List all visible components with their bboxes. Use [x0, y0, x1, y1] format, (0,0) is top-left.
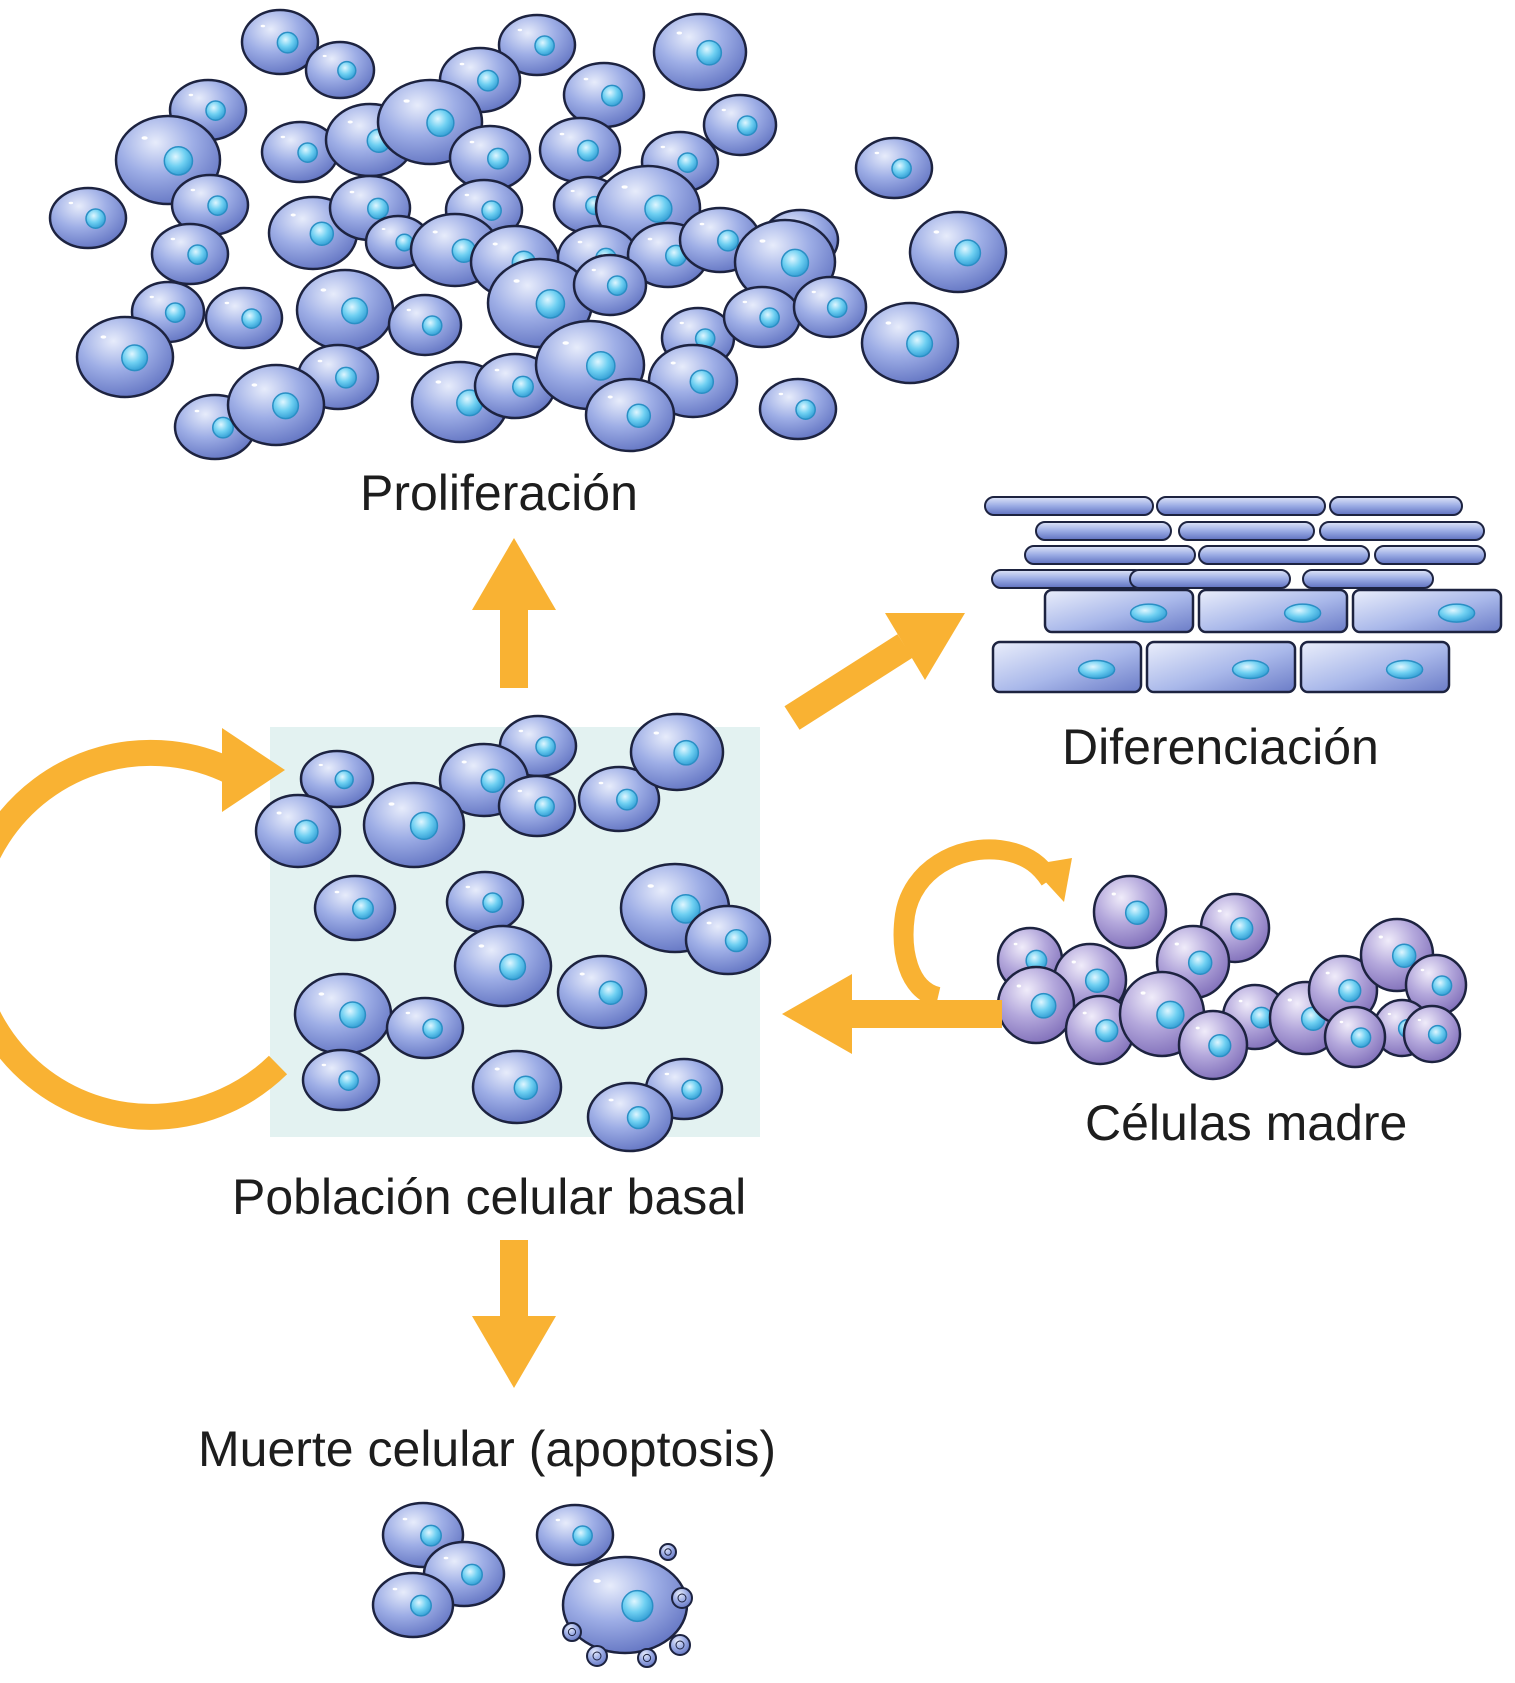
- proliferating-cell: [562, 61, 646, 129]
- proliferating-cell: [584, 377, 676, 453]
- arrow-to-cell-death: [472, 1240, 556, 1388]
- stem-cell: [1064, 994, 1136, 1066]
- proliferating-cell: [387, 293, 463, 357]
- proliferating-cell: [295, 268, 395, 352]
- proliferating-cell: [792, 275, 868, 339]
- stem-cell: [1402, 1004, 1462, 1064]
- basal-cell: [684, 904, 772, 976]
- proliferating-cell: [448, 124, 532, 192]
- basal-cell: [293, 972, 393, 1056]
- flat-differentiated-cell: [1198, 545, 1370, 565]
- basal-cell: [362, 781, 466, 869]
- proliferating-cell: [758, 377, 838, 441]
- proliferating-cell: [226, 363, 326, 447]
- proliferating-cell: [304, 40, 376, 100]
- proliferating-cell: [572, 253, 648, 317]
- basal-cell: [301, 1048, 381, 1112]
- basal-cell: [577, 765, 661, 833]
- brick-differentiated-cell: [1351, 588, 1503, 634]
- dying-cell: [371, 1571, 455, 1639]
- basal-cell: [445, 870, 525, 934]
- label-proliferation: Proliferación: [360, 465, 638, 521]
- arrow-from-stem-cells: [782, 974, 1002, 1054]
- proliferating-cell: [150, 222, 230, 286]
- apoptotic-body: [562, 1622, 582, 1642]
- basal-cells-cluster: [254, 712, 772, 1153]
- proliferating-cell: [652, 12, 748, 92]
- flat-differentiated-cell: [1035, 521, 1172, 541]
- label-differentiation: Diferenciación: [1062, 719, 1379, 775]
- proliferating-cell: [260, 120, 340, 184]
- differentiated-cells-layers: [984, 496, 1503, 694]
- apoptotic-body: [637, 1648, 657, 1668]
- proliferating-cell: [240, 8, 320, 76]
- basal-cell: [586, 1081, 674, 1153]
- basal-cell: [629, 712, 725, 792]
- apoptotic-body: [659, 1543, 677, 1561]
- brick-differentiated-cell: [991, 640, 1143, 694]
- label-basal-population: Población celular basal: [232, 1169, 747, 1225]
- arrow-to-differentiation: [784, 613, 965, 730]
- proliferating-cell: [497, 13, 577, 77]
- flat-differentiated-cell: [1374, 545, 1486, 565]
- basal-cell: [471, 1049, 563, 1125]
- basal-cell: [313, 874, 397, 942]
- label-cell-death: Muerte celular (apoptosis): [198, 1421, 777, 1477]
- label-stem-cells: Células madre: [1085, 1095, 1408, 1151]
- flat-differentiated-cell: [1156, 496, 1326, 516]
- self-renewal-loop-arrow: [0, 728, 288, 1130]
- proliferating-cell: [538, 116, 622, 184]
- apoptotic-cells-group: [371, 1501, 693, 1668]
- flat-differentiated-cell: [1329, 496, 1463, 516]
- apoptotic-body: [586, 1645, 608, 1667]
- stem-cell: [1177, 1009, 1249, 1081]
- stem-cells-cluster: [996, 874, 1468, 1081]
- brick-differentiated-cell: [1197, 588, 1349, 634]
- apoptotic-cell: [561, 1555, 689, 1655]
- flat-differentiated-cell: [1129, 569, 1291, 589]
- apoptotic-body: [671, 1587, 693, 1609]
- basal-cell: [299, 749, 375, 809]
- apoptotic-body: [669, 1634, 691, 1656]
- proliferating-cell: [722, 285, 802, 349]
- stem-cell: [996, 965, 1076, 1045]
- flat-differentiated-cell: [1302, 569, 1434, 589]
- basal-cell: [556, 954, 648, 1030]
- stem-self-renewal-arrow: [893, 839, 1072, 1007]
- proliferating-cell: [908, 210, 1008, 294]
- stem-cell: [1323, 1005, 1387, 1069]
- stem-cell: [1092, 874, 1168, 950]
- basal-cell: [497, 774, 577, 838]
- proliferating-cells-cluster: [48, 8, 1008, 461]
- basal-cell: [453, 924, 553, 1008]
- proliferating-cell: [48, 186, 128, 250]
- flat-differentiated-cell: [991, 569, 1145, 589]
- brick-differentiated-cell: [1043, 588, 1195, 634]
- proliferating-cell: [860, 301, 960, 385]
- brick-differentiated-cell: [1299, 640, 1451, 694]
- proliferating-cell: [702, 93, 778, 157]
- basal-cell: [254, 793, 342, 869]
- flat-differentiated-cell: [1178, 521, 1315, 541]
- flat-differentiated-cell: [1024, 545, 1196, 565]
- basal-cell: [385, 996, 465, 1060]
- dying-cell: [535, 1503, 615, 1567]
- flat-differentiated-cell: [984, 496, 1154, 516]
- proliferating-cell: [75, 315, 175, 399]
- brick-differentiated-cell: [1145, 640, 1297, 694]
- proliferating-cell: [854, 136, 934, 200]
- proliferating-cell: [204, 286, 284, 350]
- arrow-to-proliferation: [472, 538, 556, 688]
- flat-differentiated-cell: [1319, 521, 1485, 541]
